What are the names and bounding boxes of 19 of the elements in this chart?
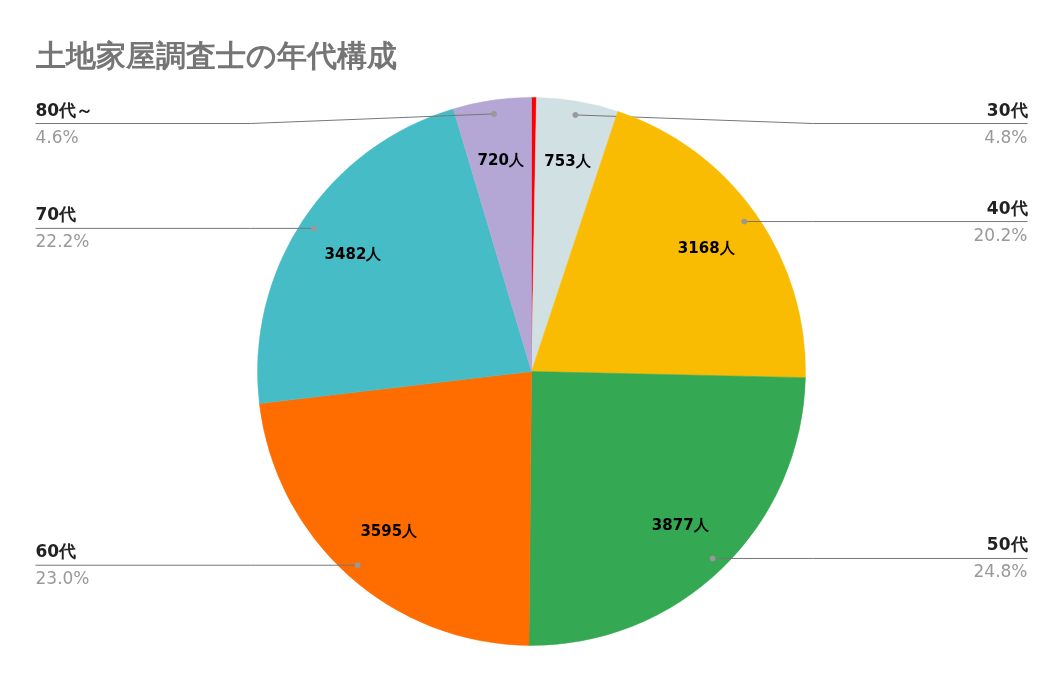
text: 23.0% [35,568,90,589]
text: 22.2% [35,231,90,252]
data-label: 3168人 [677,239,736,258]
slice-label: 60代 [35,541,77,562]
slice-label: 50代 [986,534,1028,555]
slice-label: 30代 [986,99,1028,120]
slice-label: 70代 [35,204,77,225]
text: 4.6% [35,126,79,147]
data-label: 720人 [477,151,525,170]
text: 4.8% [984,126,1028,147]
slice-label: 40代 [986,197,1028,218]
chart-title: 土地家屋調査士の年代構成 [34,38,397,73]
data-label: 3877人 [651,516,710,534]
data-label: 753人 [544,151,592,170]
text: 20.2% [973,224,1028,245]
data-label: 3595人 [360,521,419,540]
data-label: 3482人 [324,245,383,263]
slice-label: 80代～ [35,99,94,120]
text: 24.8% [973,561,1028,582]
